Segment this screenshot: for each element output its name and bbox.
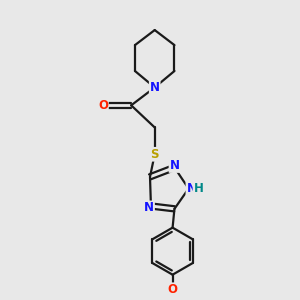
Text: O: O [168,283,178,296]
Text: H: H [194,182,203,195]
Text: N: N [144,201,154,214]
Text: N: N [169,159,179,172]
Text: O: O [98,99,108,112]
Text: N: N [186,182,197,195]
Text: N: N [150,81,160,94]
Text: S: S [151,148,159,161]
